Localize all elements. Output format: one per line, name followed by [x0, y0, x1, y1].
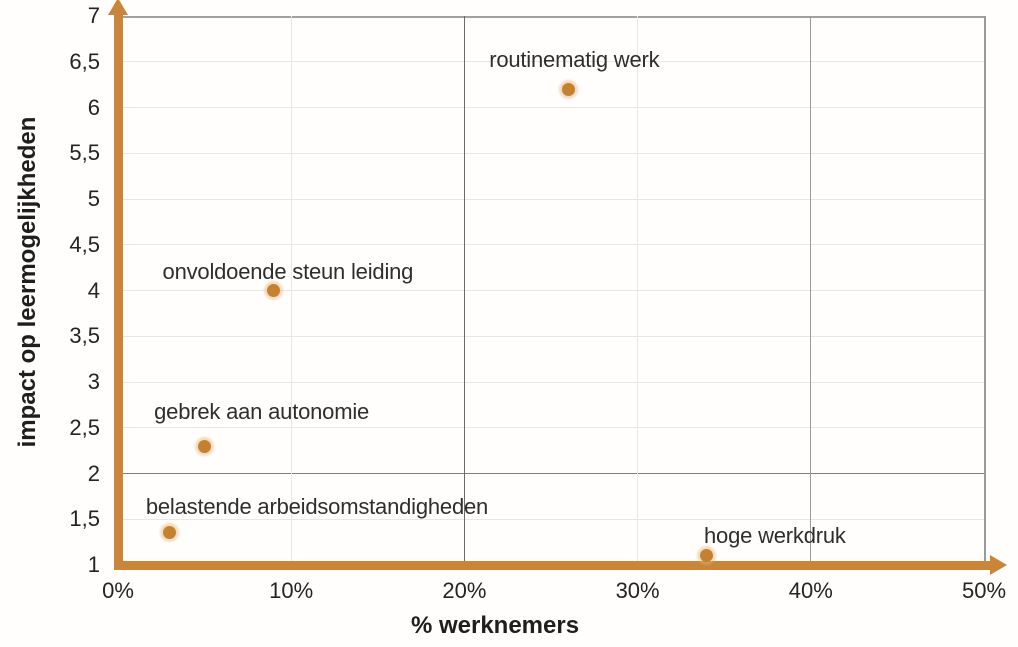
- vgridline: [463, 16, 465, 565]
- data-point-label: routinematig werk: [489, 47, 660, 73]
- hgridline: [118, 290, 984, 291]
- y-tick-label: 7: [87, 3, 100, 28]
- vgridline: [290, 16, 292, 565]
- y-tick-label: 4,5: [69, 231, 100, 257]
- data-point-marker: [700, 549, 714, 563]
- hgridline: [118, 335, 984, 337]
- hgridline: [118, 198, 984, 200]
- y-axis-title: impact op leermogelijkheden: [14, 116, 41, 448]
- hgridline: [118, 15, 984, 18]
- y-tick-label: 5: [87, 186, 100, 211]
- y-tick-label: 5,5: [69, 140, 100, 166]
- x-axis-line: [114, 561, 991, 570]
- data-point-label: hoge werkdruk: [704, 522, 846, 548]
- data-point-marker: [198, 439, 212, 453]
- x-axis-title: % werknemers: [410, 612, 580, 639]
- x-tick-label: 20%: [442, 578, 487, 603]
- data-point-label: onvoldoende steun leiding: [162, 258, 414, 284]
- vgridline: [983, 16, 986, 565]
- y-axis-line: [114, 8, 123, 570]
- hgridline: [118, 427, 984, 429]
- x-tick-label: 30%: [615, 578, 660, 603]
- data-point-label: belastende arbeidsomstandigheden: [145, 493, 489, 519]
- hgridline: [118, 107, 984, 108]
- vgridline: [810, 16, 812, 565]
- y-tick-label: 3: [87, 369, 100, 394]
- data-point-marker: [561, 82, 575, 96]
- hgridline: [118, 61, 984, 63]
- x-tick-label: 0%: [102, 578, 134, 603]
- y-tick-label: 3,5: [69, 323, 100, 349]
- y-tick-label: 2,5: [69, 414, 100, 440]
- hgridline: [118, 152, 984, 154]
- y-tick-label: 4: [87, 277, 100, 303]
- y-axis-arrow-icon: [108, 0, 128, 15]
- x-tick-label: 50%: [961, 578, 1007, 603]
- hgridline: [118, 518, 984, 520]
- x-tick-label: 40%: [788, 578, 833, 603]
- hgridline: [118, 244, 984, 246]
- data-point-marker: [163, 526, 177, 540]
- x-tick-label: 10%: [269, 578, 314, 603]
- data-point-marker: [267, 284, 281, 297]
- data-point-label: gebrek aan autonomie: [154, 399, 370, 425]
- hgridline: [118, 473, 984, 474]
- y-tick-label: 2: [87, 460, 100, 486]
- x-axis-arrow-icon: [990, 555, 1007, 575]
- hgridline: [118, 381, 984, 383]
- y-tick-label: 1,5: [69, 506, 100, 532]
- y-tick-label: 6: [87, 94, 100, 120]
- y-tick-label: 1: [87, 552, 100, 577]
- vgridline: [637, 16, 639, 565]
- y-tick-label: 6,5: [69, 48, 100, 74]
